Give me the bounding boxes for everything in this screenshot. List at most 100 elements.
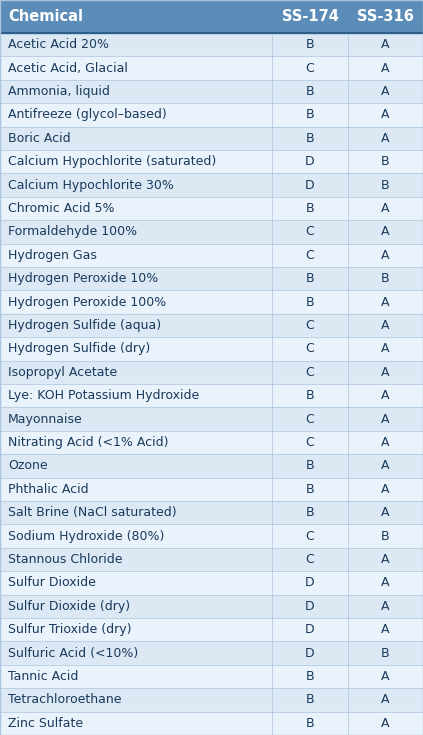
Bar [0,642,423,664]
Text: A: A [381,319,389,332]
Bar [0,314,423,337]
Bar [0,478,423,501]
Text: C: C [306,62,314,74]
Text: A: A [381,85,389,98]
Text: A: A [381,390,389,402]
Text: B: B [306,483,314,496]
Text: A: A [381,459,389,473]
Text: Hydrogen Peroxide 10%: Hydrogen Peroxide 10% [8,272,158,285]
Text: B: B [306,390,314,402]
Text: Tannic Acid: Tannic Acid [8,670,78,683]
Text: B: B [306,295,314,309]
Text: A: A [381,412,389,426]
Text: Hydrogen Gas: Hydrogen Gas [8,249,97,262]
Text: Ozone: Ozone [8,459,48,473]
Text: A: A [381,717,389,730]
Text: Phthalic Acid: Phthalic Acid [8,483,89,496]
Text: B: B [306,38,314,51]
Bar [0,243,423,267]
Text: B: B [306,693,314,706]
Text: Salt Brine (NaCl saturated): Salt Brine (NaCl saturated) [8,506,177,519]
Text: D: D [305,600,315,613]
Text: A: A [381,436,389,449]
Text: Chemical: Chemical [8,9,83,24]
Text: C: C [306,319,314,332]
Text: D: D [305,155,315,168]
Text: Hydrogen Sulfide (dry): Hydrogen Sulfide (dry) [8,343,150,356]
Text: A: A [381,202,389,215]
Text: A: A [381,623,389,637]
Text: B: B [306,202,314,215]
Text: A: A [381,576,389,589]
Text: D: D [305,576,315,589]
Text: A: A [381,670,389,683]
Text: A: A [381,693,389,706]
Text: Formaldehyde 100%: Formaldehyde 100% [8,226,137,238]
Bar [0,150,423,173]
Bar [0,618,423,642]
Text: B: B [306,272,314,285]
Text: B: B [306,132,314,145]
Text: A: A [381,108,389,121]
Text: C: C [306,366,314,379]
Text: Sulfuric Acid (<10%): Sulfuric Acid (<10%) [8,647,138,659]
Text: Hydrogen Peroxide 100%: Hydrogen Peroxide 100% [8,295,166,309]
Bar [0,80,423,103]
Bar [0,501,423,524]
Text: C: C [306,436,314,449]
Text: B: B [381,155,389,168]
Text: B: B [306,108,314,121]
Bar [0,454,423,478]
Text: Sulfur Trioxide (dry): Sulfur Trioxide (dry) [8,623,132,637]
Text: Zinc Sulfate: Zinc Sulfate [8,717,83,730]
Text: Stannous Chloride: Stannous Chloride [8,553,123,566]
Text: B: B [381,530,389,542]
Text: Sulfur Dioxide (dry): Sulfur Dioxide (dry) [8,600,130,613]
Bar [0,384,423,407]
Bar [0,664,423,688]
Bar [0,173,423,197]
Text: D: D [305,179,315,192]
Bar [0,126,423,150]
Text: A: A [381,249,389,262]
Text: Ammonia, liquid: Ammonia, liquid [8,85,110,98]
Text: B: B [381,179,389,192]
Text: SS-316: SS-316 [357,9,413,24]
Bar [0,688,423,711]
Text: B: B [381,272,389,285]
Text: B: B [306,459,314,473]
Text: A: A [381,62,389,74]
Text: Isopropyl Acetate: Isopropyl Acetate [8,366,117,379]
Text: D: D [305,647,315,659]
Text: A: A [381,366,389,379]
Bar [0,103,423,126]
Text: Acetic Acid 20%: Acetic Acid 20% [8,38,109,51]
Bar [0,290,423,314]
Bar [0,524,423,548]
Bar [0,361,423,384]
Text: Acetic Acid, Glacial: Acetic Acid, Glacial [8,62,128,74]
Text: A: A [381,506,389,519]
Text: B: B [306,670,314,683]
Bar [0,197,423,220]
Text: Antifreeze (glycol–based): Antifreeze (glycol–based) [8,108,167,121]
Text: C: C [306,553,314,566]
Text: Chromic Acid 5%: Chromic Acid 5% [8,202,115,215]
Text: Mayonnaise: Mayonnaise [8,412,83,426]
Text: C: C [306,530,314,542]
Text: C: C [306,412,314,426]
Bar [0,0,423,33]
Bar [0,711,423,735]
Text: C: C [306,249,314,262]
Bar [0,33,423,57]
Text: A: A [381,295,389,309]
Text: Boric Acid: Boric Acid [8,132,71,145]
Text: D: D [305,623,315,637]
Bar [0,267,423,290]
Text: Lye: KOH Potassium Hydroxide: Lye: KOH Potassium Hydroxide [8,390,199,402]
Text: Nitrating Acid (<1% Acid): Nitrating Acid (<1% Acid) [8,436,168,449]
Text: C: C [306,343,314,356]
Bar [0,431,423,454]
Bar [0,548,423,571]
Text: A: A [381,600,389,613]
